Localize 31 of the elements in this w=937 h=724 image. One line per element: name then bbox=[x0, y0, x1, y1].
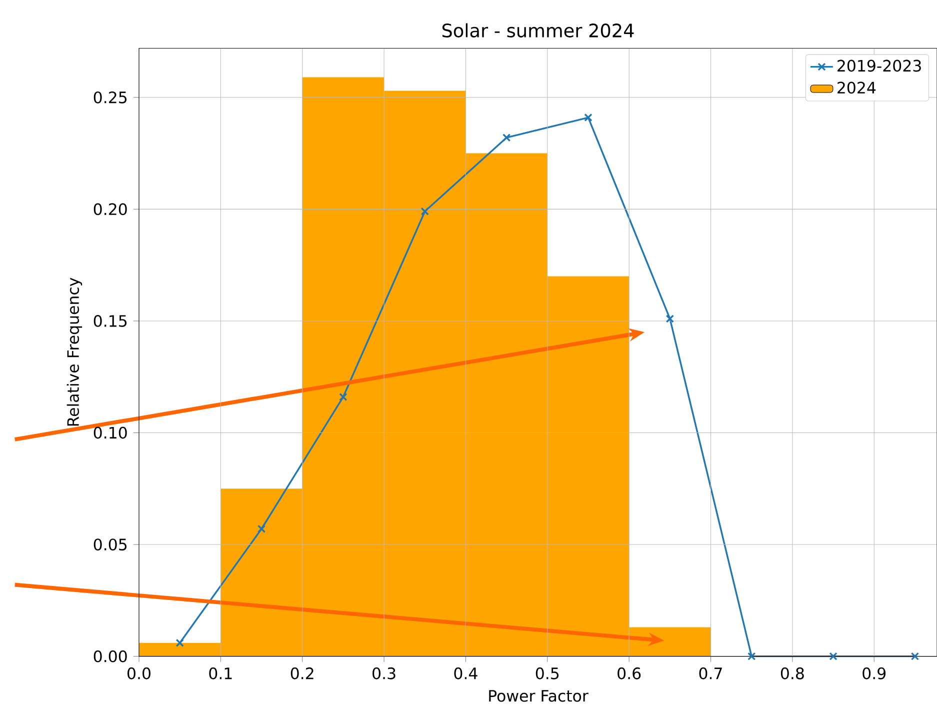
y-axis-title: Relative Frequency bbox=[66, 278, 82, 426]
x-tick-label: 0.8 bbox=[780, 667, 804, 680]
y-tick-label: 0.15 bbox=[94, 314, 127, 327]
y-tick-label: 0.20 bbox=[94, 203, 127, 216]
x-tick-label: 0.2 bbox=[290, 667, 314, 680]
x-tick-label: 0.0 bbox=[128, 667, 150, 680]
point bbox=[502, 133, 511, 142]
point bbox=[910, 652, 920, 660]
point bbox=[747, 652, 756, 660]
point bbox=[829, 652, 838, 660]
legend-label: 2019-2023 bbox=[838, 60, 921, 72]
y-tick-label: 0.25 bbox=[94, 91, 127, 104]
x-tick-label: 0.9 bbox=[862, 667, 886, 680]
y-tick-label: 0.10 bbox=[94, 426, 127, 439]
x-tick-label: 0.4 bbox=[454, 667, 478, 680]
y-tick-label: 0.00 bbox=[94, 650, 127, 662]
x-tick-label: 0.6 bbox=[618, 667, 641, 680]
point bbox=[257, 524, 266, 533]
point bbox=[339, 392, 348, 401]
x-tick-label: 0.1 bbox=[209, 667, 232, 680]
x-axis-title: Power Factor bbox=[489, 690, 588, 702]
y-tick-label: 0.05 bbox=[94, 538, 127, 550]
x-tick-label: 0.3 bbox=[372, 667, 396, 680]
point bbox=[420, 207, 429, 216]
point bbox=[176, 638, 184, 647]
chart-title: Solar - summer 2024 bbox=[442, 23, 634, 38]
x-tick-label: 0.5 bbox=[536, 667, 559, 680]
point bbox=[584, 113, 592, 122]
x-tick-label: 0.7 bbox=[699, 667, 722, 680]
legend-label: 2024 bbox=[838, 82, 876, 94]
point bbox=[666, 314, 674, 323]
